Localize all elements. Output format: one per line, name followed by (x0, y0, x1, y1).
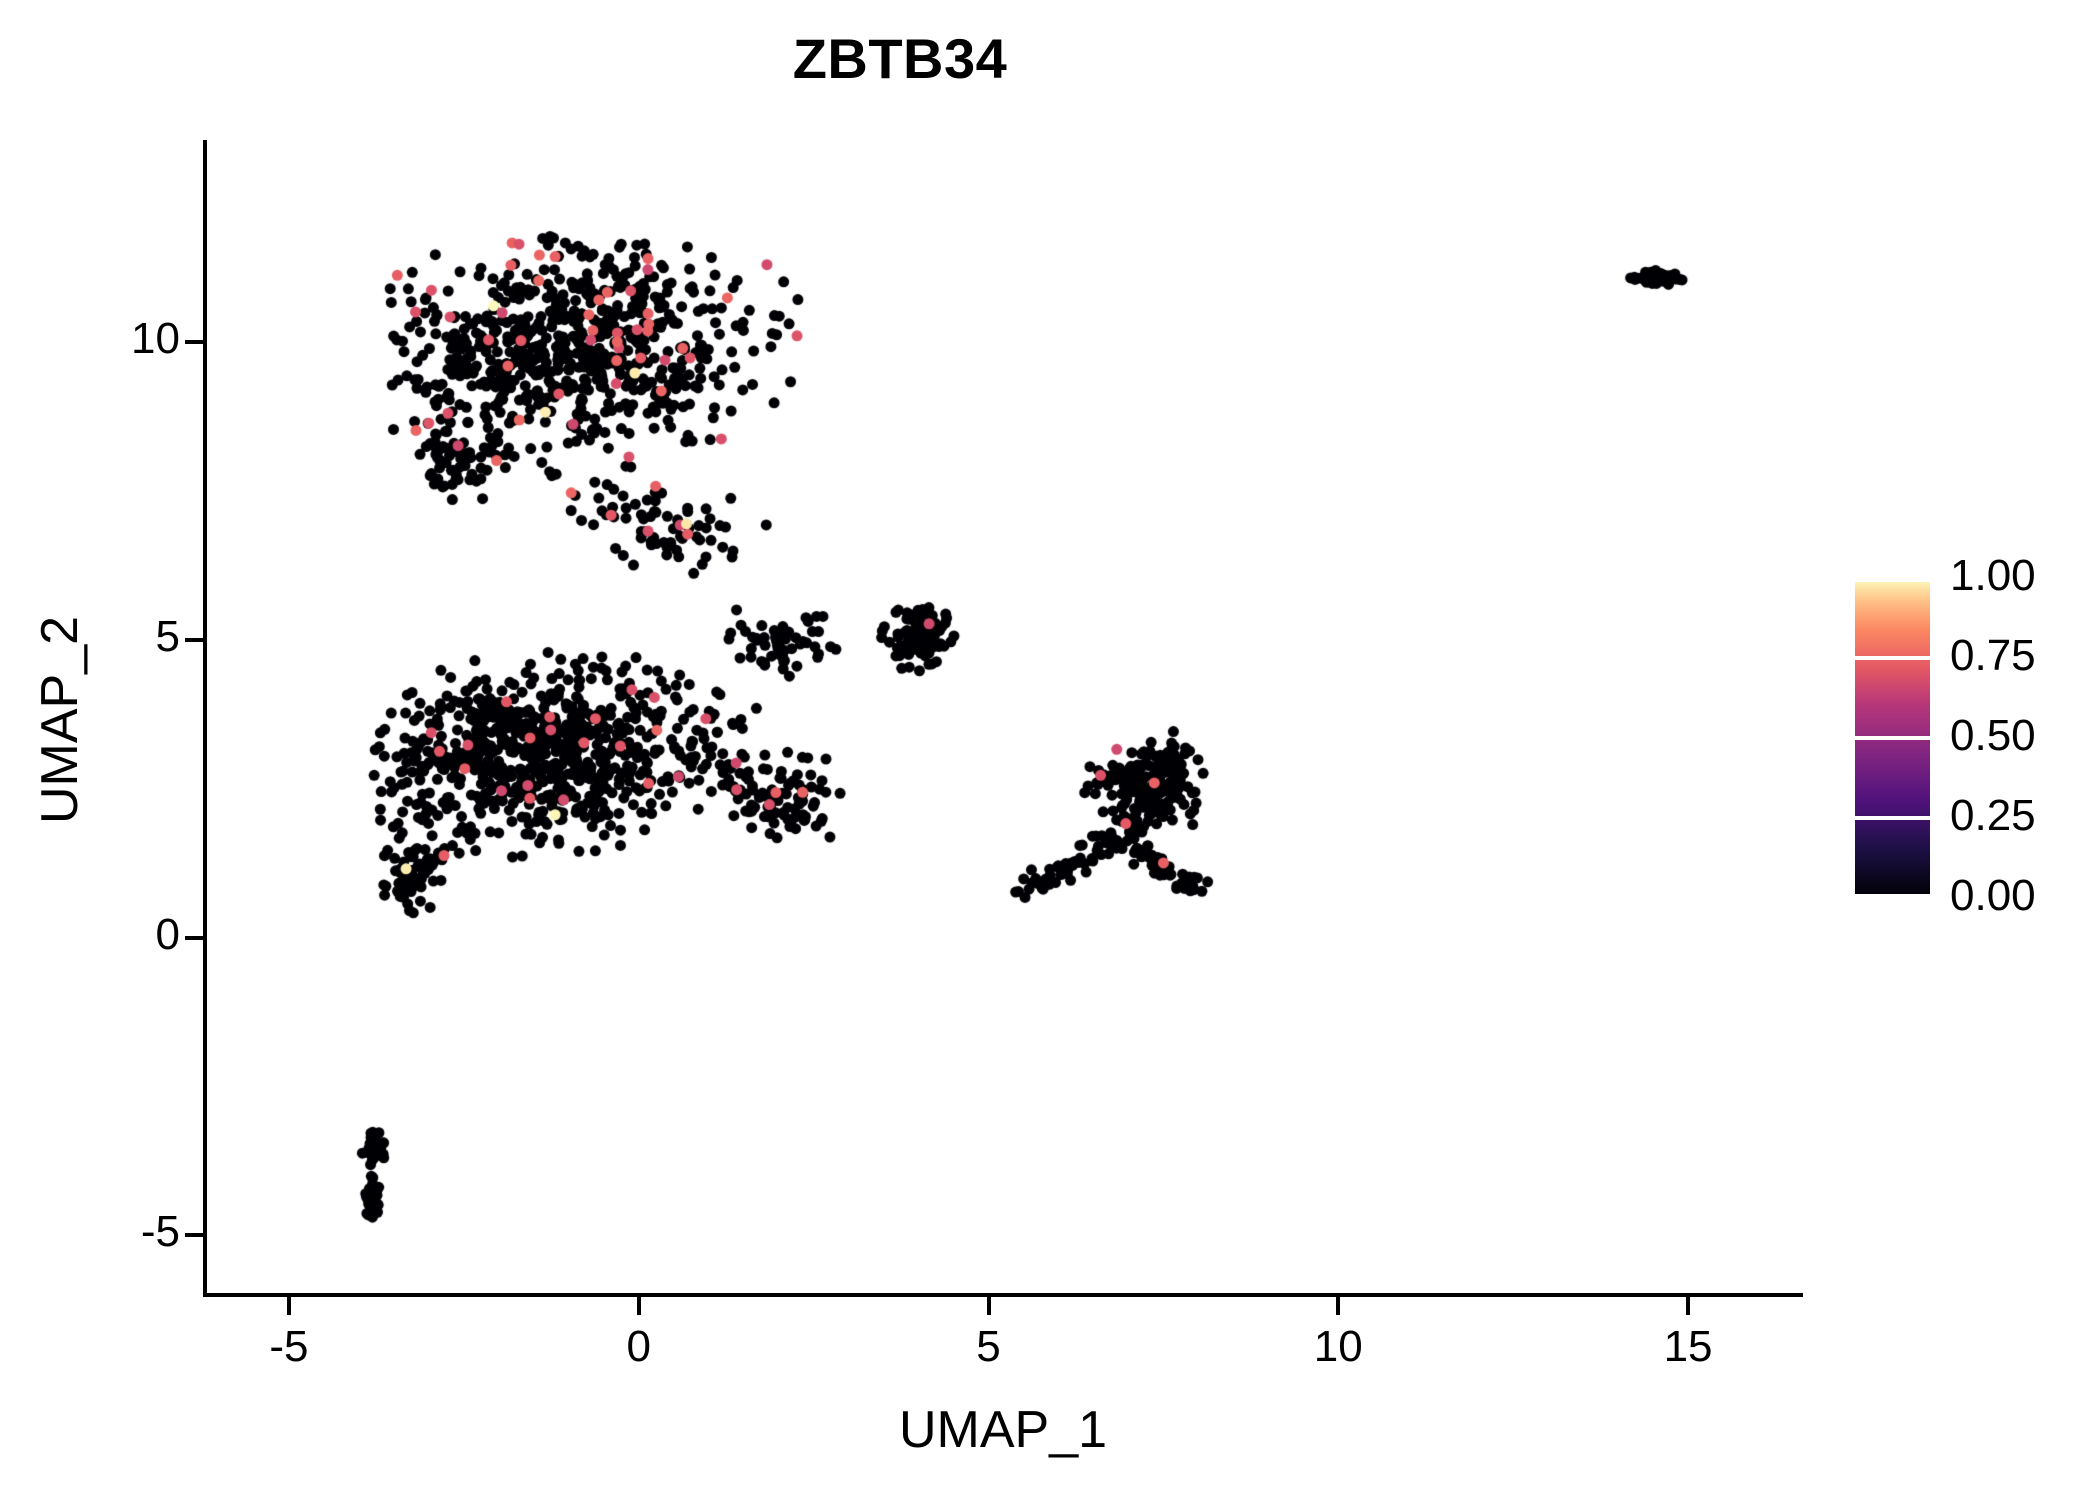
x-tick-mark (1336, 1297, 1341, 1315)
scatter-points-layer (205, 140, 1800, 1295)
y-tick-mark (185, 1233, 203, 1238)
colorbar-tick-label: 0.00 (1950, 871, 2036, 920)
y-axis-title: UMAP_2 (31, 615, 89, 825)
plot-panel (205, 140, 1800, 1295)
colorbar-gradient (1855, 578, 1930, 898)
y-tick-label: 0 (155, 909, 180, 959)
x-tick-label: 5 (976, 1322, 1001, 1371)
x-axis-title: UMAP_1 (898, 1401, 1108, 1459)
colorbar-tick-label: 1.00 (1950, 551, 2036, 600)
y-tick-mark (185, 935, 203, 940)
x-tick-label: -5 (269, 1322, 309, 1371)
y-tick-label: -5 (140, 1207, 180, 1257)
y-tick-mark (185, 340, 203, 345)
y-tick-mark (185, 638, 203, 643)
x-tick-mark (286, 1297, 291, 1315)
y-tick-label: 5 (155, 612, 180, 662)
x-tick-mark (986, 1297, 991, 1315)
y-tick-label: 10 (131, 314, 180, 364)
y-axis-line (203, 140, 207, 1297)
x-tick-label: 10 (1313, 1322, 1363, 1371)
x-tick-label: 15 (1663, 1322, 1713, 1371)
colorbar-legend: 0.00 0.25 0.50 0.75 1.00 (1855, 551, 2085, 920)
x-tick-label: 0 (626, 1322, 651, 1371)
colorbar-tick-label: 0.50 (1950, 711, 2036, 760)
colorbar-tick-label: 0.75 (1950, 631, 2036, 680)
x-tick-mark (636, 1297, 641, 1315)
page-title: ZBTB34 (792, 27, 1008, 90)
colorbar-tick-label: 0.25 (1950, 791, 2036, 840)
x-axis-line (203, 1293, 1803, 1297)
x-tick-mark (1686, 1297, 1691, 1315)
